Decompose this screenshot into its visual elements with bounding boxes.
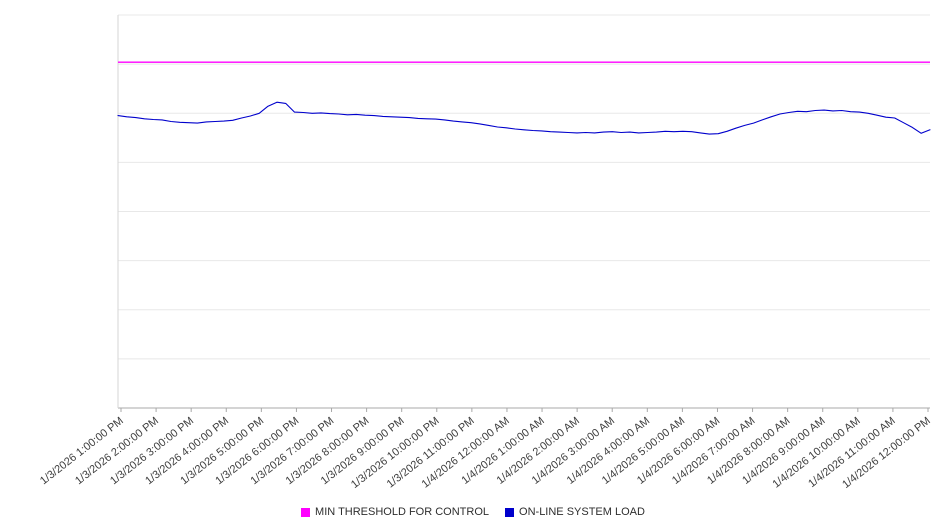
legend-label-threshold: MIN THRESHOLD FOR CONTROL	[315, 506, 490, 518]
legend-swatch-threshold-icon	[301, 507, 311, 517]
legend-item-system-load[interactable]: ON-LINE SYSTEM LOAD	[505, 506, 645, 518]
system-load-line	[117, 101, 931, 135]
legend-item-threshold[interactable]: MIN THRESHOLD FOR CONTROL	[301, 506, 489, 518]
legend-label-system-load: ON-LINE SYSTEM LOAD	[519, 506, 645, 518]
chart-legend: MIN THRESHOLD FOR CONTROL ON-LINE SYSTEM…	[0, 506, 946, 518]
legend-swatch-system-load-icon	[505, 507, 515, 517]
